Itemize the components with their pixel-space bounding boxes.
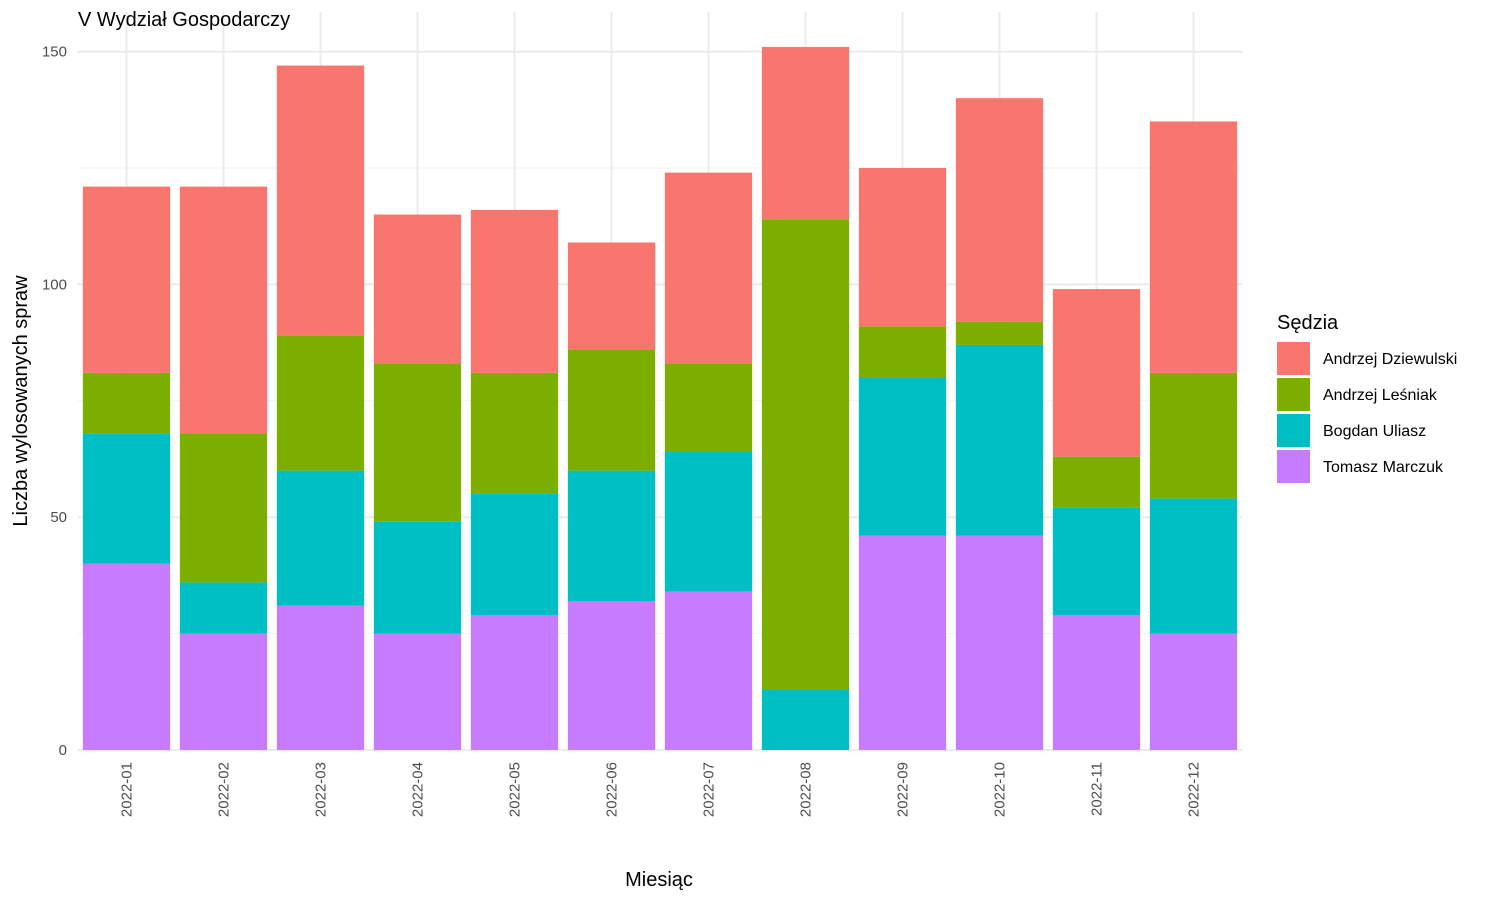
bar-segment xyxy=(276,335,365,471)
bar-segment xyxy=(858,535,947,750)
x-tick-label: 2022-08 xyxy=(798,762,815,817)
x-tick-label: 2022-01 xyxy=(119,762,136,817)
legend: Sędzia Andrzej Dziewulski Andrzej Leśniak… xyxy=(1277,312,1457,483)
x-tick-label: 2022-11 xyxy=(1089,762,1106,816)
bar-segment xyxy=(373,633,462,750)
bar-segment xyxy=(858,377,947,536)
legend-swatch xyxy=(1277,342,1310,375)
bar-segment xyxy=(179,633,268,750)
x-tick-label: 2022-05 xyxy=(507,762,524,817)
bar-segment xyxy=(567,242,656,350)
bar-segment xyxy=(373,363,462,522)
bar-segment xyxy=(82,433,171,564)
bar-segment xyxy=(82,372,171,434)
bar-segment xyxy=(664,172,753,364)
bars xyxy=(82,46,1238,750)
bar-segment xyxy=(373,214,462,364)
x-tick-label: 2022-07 xyxy=(701,762,718,817)
bar-segment xyxy=(276,65,365,336)
bar-segment xyxy=(470,493,559,615)
bar-segment xyxy=(1052,507,1141,615)
bar-segment xyxy=(82,563,171,750)
legend-label: Bogdan Uliasz xyxy=(1323,423,1426,440)
bar-segment xyxy=(1052,456,1141,508)
legend-swatch xyxy=(1277,378,1310,411)
y-axis-title: Liczba wylosowanych spraw xyxy=(10,275,32,527)
y-tick-label: 100 xyxy=(42,276,67,293)
bar-segment xyxy=(955,344,1044,536)
bar-segment xyxy=(955,321,1044,345)
bar-segment xyxy=(664,452,753,592)
bar-segment xyxy=(761,219,850,690)
bar-segment xyxy=(858,326,947,378)
bar-segment xyxy=(1149,498,1238,634)
y-tick-label: 150 xyxy=(42,44,67,61)
bar-segment xyxy=(276,470,365,606)
bar-segment xyxy=(82,186,171,373)
bar-segment xyxy=(470,209,559,373)
bar-segment xyxy=(1149,121,1238,373)
legend-swatch xyxy=(1277,450,1310,483)
chart-title: V Wydział Gospodarczy xyxy=(78,9,290,31)
bar-segment xyxy=(1052,289,1141,457)
x-axis-ticks: 2022-01 2022-02 2022-03 2022-04 2022-05 2022-… xyxy=(119,762,1203,817)
bar-segment xyxy=(664,363,753,453)
bar-segment xyxy=(470,372,559,494)
bar-segment xyxy=(567,470,656,602)
legend-label: Andrzej Dziewulski xyxy=(1323,351,1457,368)
bar-segment xyxy=(761,46,850,220)
bar-segment xyxy=(179,582,268,634)
bar-segment xyxy=(276,605,365,750)
bar-segment xyxy=(373,521,462,634)
bar-segment xyxy=(567,601,656,750)
x-tick-label: 2022-09 xyxy=(895,762,912,817)
bar-segment xyxy=(955,98,1044,322)
x-tick-label: 2022-06 xyxy=(604,762,621,817)
bar-segment xyxy=(1149,633,1238,750)
bar-segment xyxy=(955,535,1044,750)
bar-segment xyxy=(664,591,753,750)
bar-segment xyxy=(858,168,947,327)
y-axis-ticks: 0 50 100 150 xyxy=(42,44,67,759)
bar-segment xyxy=(1052,614,1141,750)
y-tick-label: 0 xyxy=(59,742,67,759)
x-tick-label: 2022-12 xyxy=(1186,762,1203,817)
x-axis-title: Miesiąc xyxy=(625,869,693,891)
bar-segment xyxy=(470,614,559,750)
bar-segment xyxy=(179,433,268,583)
legend-title: Sędzia xyxy=(1277,312,1339,334)
bar-segment xyxy=(761,689,850,750)
bar-segment xyxy=(567,349,656,471)
x-tick-label: 2022-03 xyxy=(313,762,330,817)
bar-segment xyxy=(179,186,268,434)
x-tick-label: 2022-02 xyxy=(216,762,233,817)
legend-label: Andrzej Leśniak xyxy=(1323,387,1438,404)
x-tick-label: 2022-04 xyxy=(410,762,427,817)
y-tick-label: 50 xyxy=(50,509,67,526)
bar-segment xyxy=(1149,372,1238,499)
legend-swatch xyxy=(1277,414,1310,447)
x-tick-label: 2022-10 xyxy=(992,762,1009,817)
legend-label: Tomasz Marczuk xyxy=(1323,459,1444,476)
